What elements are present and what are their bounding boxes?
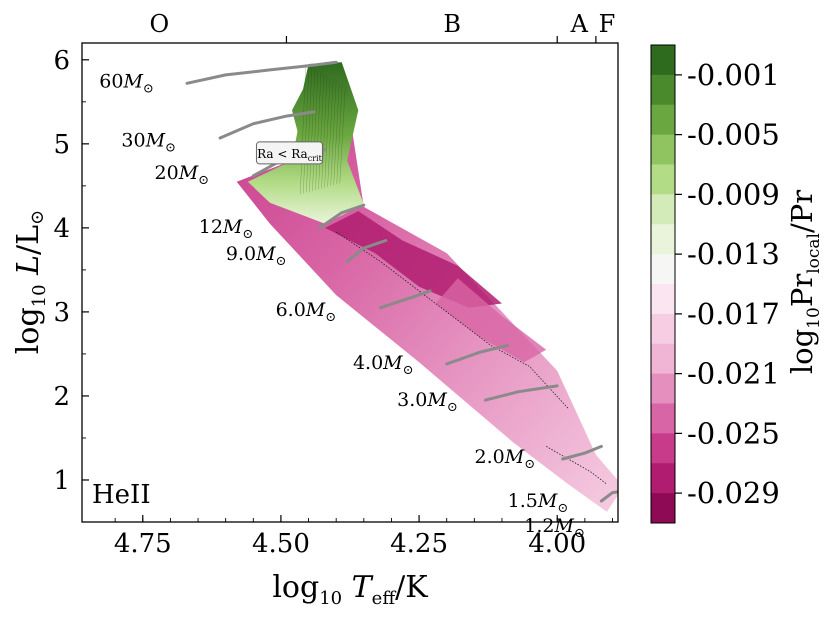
contour-line (324, 77, 331, 188)
contour-line (336, 84, 343, 185)
track-3.0 (483, 384, 559, 402)
colorbar: -0.001 -0.005 -0.009 -0.013 -0.017 -0.021 -0.0… (650, 44, 824, 524)
colorbar-tick-label: -0.009 (687, 177, 780, 211)
contour-line (309, 69, 316, 192)
y-tick-label: 2 (53, 382, 70, 412)
track-2.0 (561, 444, 603, 461)
track-label-60: 60M⊙ (99, 71, 154, 97)
colorbar-tick-label: -0.029 (687, 476, 780, 510)
colorbar-label: log10Prlocal/Pr (785, 190, 824, 374)
track-label-6.0: 6.0M⊙ (276, 299, 337, 325)
colorbar-level (651, 104, 675, 136)
spectral-class-A: A (570, 10, 589, 38)
track-label-9.0: 9.0M⊙ (226, 243, 287, 269)
contour-line (315, 72, 322, 191)
colorbar-level (651, 493, 675, 524)
colorbar-level (651, 74, 675, 106)
track-60 (185, 60, 338, 85)
colorbar-frame (650, 44, 676, 524)
y-axis-label: log10 L/L⊙ (11, 210, 50, 354)
colorbar-level (651, 45, 675, 76)
plot-frame (81, 42, 619, 523)
track-12 (318, 203, 366, 230)
track-30 (218, 110, 316, 140)
contour-line (306, 67, 313, 193)
colorbar-tick-label: -0.017 (687, 297, 780, 331)
track-4.0 (445, 344, 509, 366)
colorbar-level (651, 403, 675, 434)
colorbar-tick-label: -0.005 (687, 118, 780, 152)
x-tick-label: 4.50 (252, 529, 310, 559)
colorbar-tick-label: -0.001 (687, 58, 780, 92)
colorbar-level (651, 284, 675, 315)
contour-line (303, 65, 310, 194)
colorbar-tick-label: -0.021 (687, 357, 780, 391)
colorbar-level (651, 433, 675, 464)
contour-line (312, 70, 319, 191)
contour-line (333, 82, 340, 186)
contour-line (330, 80, 337, 186)
spectral-class-B: B (443, 10, 461, 38)
spectral-class-O: O (150, 10, 170, 38)
spectral-class-F: F (599, 10, 616, 38)
colorbar-tick-label: -0.025 (687, 416, 780, 450)
track-6.0 (378, 289, 432, 310)
track-label-12: 12M⊙ (199, 216, 254, 242)
x-axis-label: log10 Teff/K (272, 570, 428, 609)
y-tick-label: 4 (53, 214, 70, 244)
x-tick-label: 4.75 (114, 529, 172, 559)
y-tick-label: 1 (53, 466, 70, 496)
x-tick-label: 4.00 (528, 529, 586, 559)
contour-boundary (546, 446, 608, 485)
region-dark (435, 278, 547, 363)
contour-line (339, 85, 346, 184)
y-tick-label: 6 (53, 46, 70, 76)
annotation-text: Ra < Racrit (257, 147, 322, 163)
x-tick-label: 4.25 (390, 529, 448, 559)
colorbar-level (651, 343, 675, 375)
track-label-1.5: 1.5M⊙ (508, 490, 569, 516)
contour-line (327, 79, 334, 187)
colorbar-level (651, 224, 675, 255)
track-9.0 (345, 239, 388, 263)
y-tick-label: 5 (53, 130, 70, 160)
colorbar-level (651, 463, 675, 494)
track-1.5 (599, 490, 618, 503)
colorbar-level (651, 164, 675, 195)
contour-line (321, 75, 328, 189)
track-label-20: 20M⊙ (155, 162, 210, 188)
colorbar-level (651, 194, 675, 225)
colorbar-level (651, 134, 675, 165)
track-label-3.0: 3.0M⊙ (397, 389, 458, 415)
colorbar-tick-label: -0.013 (687, 237, 780, 271)
annotation-box (255, 141, 323, 165)
track-label-4.0: 4.0M⊙ (353, 352, 414, 378)
contour-boundary (335, 231, 569, 409)
contour-line (300, 64, 306, 195)
colorbar-level (651, 313, 675, 345)
panel-label: HeII (92, 480, 151, 510)
contour-line (318, 74, 325, 190)
y-tick-label: 3 (53, 298, 70, 328)
colorbar-level (651, 254, 675, 285)
track-label-30: 30M⊙ (121, 129, 176, 155)
colorbar-level (651, 373, 675, 404)
contour-regions (236, 62, 618, 512)
